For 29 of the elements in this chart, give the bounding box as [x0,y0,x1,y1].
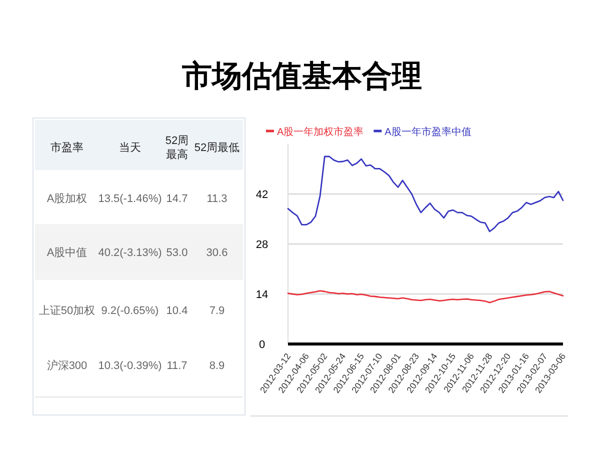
category-label: 52周最低 [194,142,240,154]
category-label: 沪深300 [46,360,88,372]
y-tick-label: 28 [256,239,268,251]
line-series [287,156,564,232]
text: 10.3(-0.39%) [98,360,162,372]
category-label: 52周最高 [165,135,189,161]
category-label: 当天 [119,142,141,154]
text: 7.9 [209,305,225,317]
y-tick-label: 0 [258,339,266,351]
y-tick-label: 42 [256,189,268,201]
text: 9.2(-0.65%) [101,305,159,317]
text: 14.7 [166,193,188,205]
text: 13.5(-1.46%) [98,193,162,205]
text: 53.0 [166,247,188,259]
line-series [287,290,564,304]
text: 11.7 [166,360,188,372]
chart-title: 市场估值基本合理 [181,59,422,93]
text: 40.2(-3.13%) [98,247,162,259]
text: 11.3 [206,193,228,205]
legend-label: A股一年加权市盈率 [277,126,364,138]
y-tick-label: 14 [256,289,268,301]
category-label: A股加权 [46,193,88,205]
text: 8.9 [209,360,225,372]
category-label: A股中值 [46,247,88,259]
category-label: 上证50加权 [38,305,96,317]
text: 10.4 [166,305,188,317]
text: 30.6 [206,247,228,259]
legend-label: A股一年市盈率中值 [384,126,472,138]
category-label: 市盈率 [50,141,84,154]
